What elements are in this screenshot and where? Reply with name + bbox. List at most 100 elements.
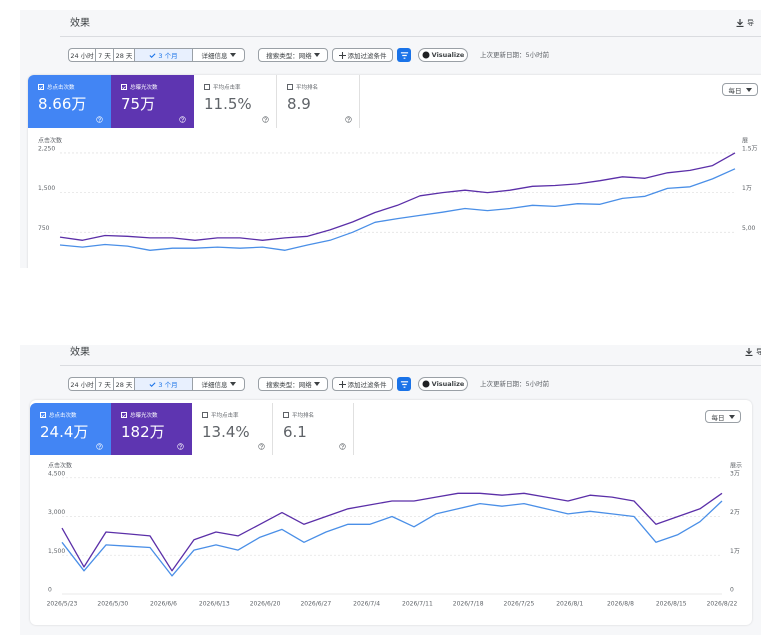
metric-label: 总曝光次数 <box>130 413 158 419</box>
export-button[interactable]: 导 <box>736 18 754 28</box>
filter-icon <box>400 51 409 60</box>
metric-checkbox <box>121 412 127 418</box>
filter-icon-button[interactable] <box>397 48 411 62</box>
title: 效果 <box>70 18 90 29</box>
help-icon <box>262 116 269 123</box>
date-range-label: 24 小时 <box>70 52 94 60</box>
add-filter-button[interactable]: 添加过滤条件 <box>332 48 393 62</box>
metric-card[interactable]: 总曝光次数 182万 <box>111 403 192 455</box>
series-line <box>61 492 723 572</box>
add-filter-label: 添加过滤条件 <box>347 52 387 60</box>
date-range-button[interactable]: 7 天 <box>95 377 113 391</box>
metric-header: 总曝光次数 <box>121 83 158 91</box>
metric-card[interactable]: 平均点击率 13.4% <box>192 403 273 455</box>
add-filter-label: 添加过滤条件 <box>347 381 387 389</box>
x-tick-label: 2026/6/13 <box>199 601 230 608</box>
y2-tick-label: 1.5万 <box>742 145 758 152</box>
date-range-button[interactable]: 7 天 <box>95 48 113 62</box>
metric-label: 平均排名 <box>292 413 315 419</box>
date-range-button[interactable]: 3 个月 <box>134 377 192 391</box>
filter-icon-button[interactable] <box>397 377 411 391</box>
add-filter-button[interactable]: 添加过滤条件 <box>332 377 393 391</box>
metric-label: 总点击次数 <box>47 85 75 91</box>
details-button[interactable]: 详细信息 <box>192 377 245 391</box>
metric-card[interactable]: 平均排名 8.9 <box>277 75 360 128</box>
check-icon <box>149 381 156 388</box>
series-line <box>61 500 723 577</box>
date-range-button[interactable]: 24 小时 <box>68 48 95 62</box>
x-tick-label: 2026/7/11 <box>402 601 433 608</box>
date-range-label: 7 天 <box>98 381 111 389</box>
date-range-button[interactable]: 24 小时 <box>68 377 95 391</box>
metric-header: 平均点击率 <box>204 83 241 91</box>
dropdown-icon <box>313 382 320 386</box>
y-tick-label: 2,250 <box>38 145 55 152</box>
granularity-button[interactable]: 每日 <box>705 410 741 423</box>
details-label: 详细信息 <box>201 381 228 389</box>
x-tick-label: 2026/8/15 <box>656 601 687 608</box>
metric-header: 平均点击率 <box>202 411 239 419</box>
metric-header: 总点击次数 <box>38 83 75 91</box>
title-divider <box>60 36 761 37</box>
details-button[interactable]: 详细信息 <box>192 48 245 62</box>
y-axis-label: 点击次数 <box>38 137 62 145</box>
metric-checkbox <box>38 84 44 90</box>
metric-header: 总曝光次数 <box>121 411 158 419</box>
x-tick-label: 2026/5/23 <box>47 601 78 608</box>
help-icon <box>258 443 265 450</box>
visualize-label: Visualize <box>431 380 465 388</box>
help-icon <box>339 443 346 450</box>
metric-card[interactable]: 总点击次数 8.66万 <box>28 75 111 128</box>
date-range-button[interactable]: 28 天 <box>113 377 134 391</box>
y-tick-label: 3,000 <box>48 509 65 516</box>
granularity-button[interactable]: 每日 <box>722 83 758 96</box>
x-tick-label: 2026/8/8 <box>607 601 634 608</box>
metric-checkbox <box>202 412 208 418</box>
metric-value: 75万 <box>121 95 156 113</box>
x-tick-label: 2026/7/4 <box>353 601 380 608</box>
metric-label: 总曝光次数 <box>130 85 158 91</box>
dropdown-icon <box>745 87 752 92</box>
date-range-label: 3 个月 <box>158 381 178 389</box>
visualize-icon <box>422 380 430 388</box>
metric-value: 11.5% <box>204 95 252 113</box>
x-tick-label: 2026/6/20 <box>250 601 281 608</box>
y2-tick-label: 5,00 <box>742 225 756 232</box>
search-type-button[interactable]: 搜索类型：网络 <box>258 377 328 391</box>
y-tick-label: 0 <box>48 587 52 594</box>
metric-header: 平均排名 <box>287 83 318 91</box>
date-range-button[interactable]: 28 天 <box>113 48 134 62</box>
search-type-button[interactable]: 搜索类型：网络 <box>258 48 328 62</box>
export-button[interactable]: 导出 <box>745 347 761 357</box>
metric-card[interactable]: 平均点击率 11.5% <box>194 75 277 128</box>
download-icon <box>736 19 744 27</box>
visualize-button[interactable]: Visualize <box>418 377 468 391</box>
last-updated: 上次更新日期：5小时前 <box>480 51 550 59</box>
export-label: 导 <box>747 19 754 27</box>
metric-card[interactable]: 总点击次数 24.4万 <box>30 403 111 455</box>
performance-panel: 效果 导出 24 小时 7 天 28 天 3 个月 详细信息 搜索类型：网络 添加过滤条件 Vis… <box>0 345 761 635</box>
chart: 点击次数 展示 0 1,500 3,000 4,500 0 1万 2万 3万 2026/5/23 20… <box>47 462 742 608</box>
metric-card[interactable]: 总曝光次数 75万 <box>111 75 194 128</box>
dropdown-icon <box>313 53 320 57</box>
dropdown-icon <box>229 53 236 57</box>
date-range-button[interactable]: 3 个月 <box>134 48 192 62</box>
last-updated: 上次更新日期：5小时前 <box>480 380 550 388</box>
x-tick-label: 2026/5/30 <box>97 601 128 608</box>
date-range-label: 28 天 <box>115 381 133 389</box>
y-tick-label: 1,500 <box>38 185 55 192</box>
x-tick-label: 2026/7/25 <box>504 601 535 608</box>
metric-label: 平均排名 <box>296 85 319 91</box>
y-axis-label: 点击次数 <box>48 462 72 470</box>
granularity-label: 每日 <box>711 413 725 422</box>
metric-card[interactable]: 平均排名 6.1 <box>273 403 354 455</box>
metric-checkbox <box>204 84 210 90</box>
metric-header: 总点击次数 <box>40 411 77 419</box>
metric-value: 6.1 <box>283 423 307 441</box>
y2-tick-label: 1万 <box>730 548 740 555</box>
date-range-label: 7 天 <box>98 52 111 60</box>
visualize-label: Visualize <box>431 51 465 59</box>
title-divider <box>60 365 761 366</box>
visualize-button[interactable]: Visualize <box>418 48 468 62</box>
